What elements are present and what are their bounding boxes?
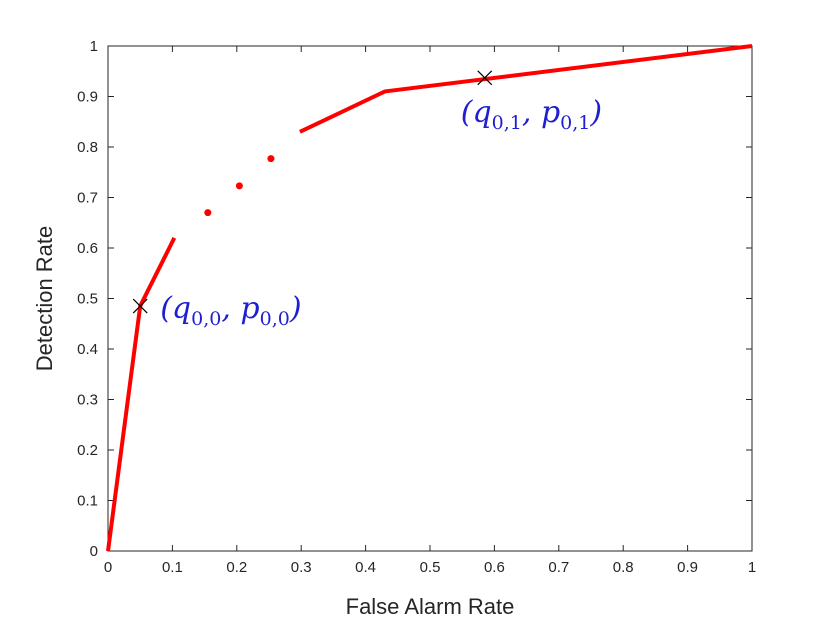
annotation-part: , p xyxy=(221,291,259,326)
annotation-part: 0,0 xyxy=(260,308,290,330)
operating-point-label-1: (q0,0, p0,0) xyxy=(160,291,301,330)
ellipsis-dot-3 xyxy=(267,155,275,163)
annotation-part: (q xyxy=(461,95,492,130)
annotation-part: , p xyxy=(522,95,560,130)
x-tick-label: 0.2 xyxy=(226,559,247,576)
x-axis-ticks: 0 0.1 0.2 0.3 0.4 0.5 0.6 0.7 0.8 0.9 1 xyxy=(104,46,756,576)
y-tick-label: 1 xyxy=(90,38,98,55)
annotation-part: 0,1 xyxy=(492,112,522,134)
series-layer xyxy=(106,44,753,552)
x-tick-label: 1 xyxy=(748,559,756,576)
y-tick-label: 0.7 xyxy=(77,190,98,207)
y-tick-label: 0.2 xyxy=(77,442,98,459)
x-tick-label: 0.3 xyxy=(291,559,312,576)
y-tick-label: 0.6 xyxy=(77,240,98,257)
annotation-part: 0,0 xyxy=(191,308,221,330)
operating-point-marker-2 xyxy=(477,70,493,86)
y-tick-label: 0 xyxy=(90,543,98,560)
axes xyxy=(107,45,753,552)
markers-layer: (q0,0, p0,0)(q0,1, p0,1) xyxy=(132,70,602,330)
x-tick-label: 0.1 xyxy=(162,559,183,576)
y-tick-label: 0.3 xyxy=(77,392,98,409)
y-tick-label: 0.9 xyxy=(77,89,98,106)
roc-line-segment-1 xyxy=(106,237,177,552)
annotation-part: ) xyxy=(289,291,302,326)
x-tick-label: 0.8 xyxy=(613,559,634,576)
y-tick-label: 0.5 xyxy=(77,291,98,308)
annotation-part: ) xyxy=(589,95,602,130)
x-axis-label: False Alarm Rate xyxy=(346,594,515,619)
y-axis-ticks: 0 0.1 0.2 0.3 0.4 0.5 0.6 0.7 0.8 0.9 1 xyxy=(77,38,752,560)
plot-frame xyxy=(107,45,753,552)
y-tick-label: 0.4 xyxy=(77,341,98,358)
y-tick-label: 0.1 xyxy=(77,493,98,510)
annotation-part: (q xyxy=(160,291,191,326)
x-tick-label: 0.9 xyxy=(677,559,698,576)
x-tick-label: 0.7 xyxy=(548,559,569,576)
x-tick-label: 0.4 xyxy=(355,559,376,576)
roc-line-segment-2 xyxy=(299,44,753,134)
operating-point-label-2: (q0,1, p0,1) xyxy=(461,95,602,134)
y-axis-label: Detection Rate xyxy=(32,226,57,372)
ellipsis-dot-2 xyxy=(235,182,243,190)
y-tick-label: 0.8 xyxy=(77,139,98,156)
dots-layer xyxy=(204,155,275,217)
x-tick-label: 0.5 xyxy=(420,559,441,576)
annotation-part: 0,1 xyxy=(560,112,590,134)
operating-point-marker-1 xyxy=(132,298,148,314)
x-tick-label: 0.6 xyxy=(484,559,505,576)
x-tick-label: 0 xyxy=(104,559,112,576)
ellipsis-dot-1 xyxy=(204,209,212,217)
